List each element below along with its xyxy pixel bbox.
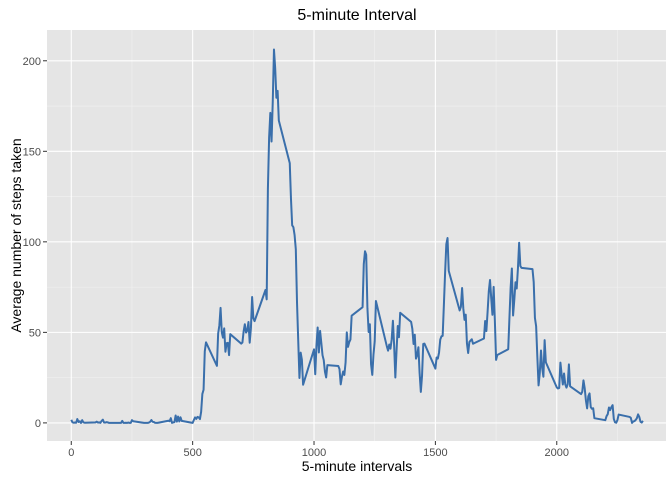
y-tick-label: 50 bbox=[29, 327, 41, 339]
x-axis: 0 500 1000 1500 2000 bbox=[68, 441, 569, 459]
x-tick-label: 1000 bbox=[302, 447, 326, 459]
x-tick-label: 0 bbox=[68, 447, 74, 459]
plot-panel bbox=[47, 30, 666, 441]
y-axis-title: Average number of steps taken bbox=[8, 138, 24, 332]
series-layer bbox=[70, 48, 644, 424]
chart-title: 5-minute Interval bbox=[297, 7, 416, 24]
y-tick-label: 200 bbox=[23, 56, 41, 68]
y-tick-label: 100 bbox=[23, 237, 41, 249]
series-line-1 bbox=[70, 48, 644, 424]
x-tick-label: 500 bbox=[183, 447, 201, 459]
y-axis: 0 50 100 150 200 bbox=[23, 56, 47, 430]
x-axis-title: 5-minute intervals bbox=[302, 458, 413, 474]
y-tick-label: 150 bbox=[23, 146, 41, 158]
grid bbox=[47, 30, 666, 441]
x-tick-label: 2000 bbox=[545, 447, 569, 459]
x-tick-label: 1500 bbox=[423, 447, 447, 459]
y-tick-label: 0 bbox=[35, 418, 41, 430]
